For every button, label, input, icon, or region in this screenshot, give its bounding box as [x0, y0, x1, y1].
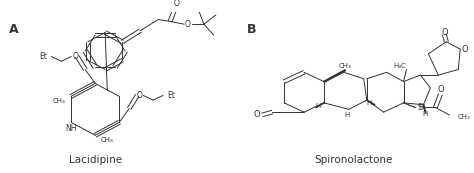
Text: O: O: [437, 85, 444, 94]
Text: O: O: [185, 20, 191, 29]
Text: S: S: [418, 103, 423, 112]
Text: H: H: [423, 111, 428, 117]
Text: O: O: [136, 91, 142, 100]
Text: NH: NH: [65, 124, 77, 133]
Text: CH₃: CH₃: [457, 114, 470, 120]
Text: O: O: [173, 0, 179, 8]
Text: Lacidipine: Lacidipine: [69, 155, 122, 165]
Text: H₃C: H₃C: [394, 63, 407, 69]
Text: H: H: [366, 100, 371, 106]
Text: Et: Et: [39, 52, 47, 61]
Text: O: O: [73, 52, 78, 61]
Text: A: A: [9, 23, 18, 36]
Text: CH₃: CH₃: [338, 63, 351, 69]
Text: CH₃: CH₃: [101, 137, 113, 143]
Text: O: O: [253, 110, 260, 119]
Text: H: H: [419, 104, 424, 111]
Text: B: B: [246, 23, 256, 36]
Text: CH₃: CH₃: [53, 98, 65, 104]
Text: O: O: [462, 45, 468, 54]
Text: H: H: [316, 103, 321, 109]
Text: Spironolactone: Spironolactone: [315, 155, 393, 165]
Text: Et: Et: [167, 91, 175, 100]
Text: O: O: [441, 28, 447, 37]
Text: H: H: [344, 112, 349, 118]
